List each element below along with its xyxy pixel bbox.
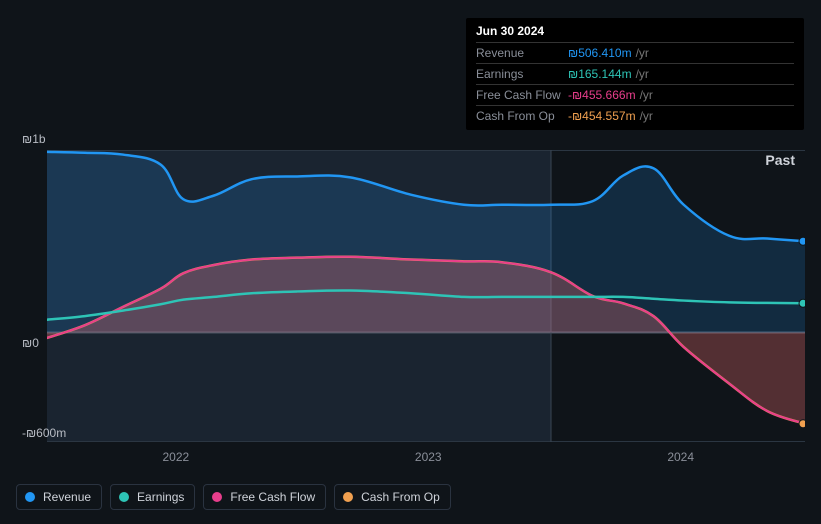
chart-canvas <box>47 150 805 442</box>
y-axis-label: -₪600m <box>22 426 66 440</box>
tooltip-label: Cash From Op <box>476 109 568 123</box>
tooltip-unit: /yr <box>640 109 653 123</box>
legend-label: Earnings <box>137 490 184 504</box>
legend-label: Revenue <box>43 490 91 504</box>
legend-item[interactable]: Revenue <box>16 484 102 510</box>
legend-dot <box>119 492 129 502</box>
legend-item[interactable]: Cash From Op <box>334 484 451 510</box>
x-axis-label: 2023 <box>415 450 442 464</box>
legend-label: Cash From Op <box>361 490 440 504</box>
past-region-label: Past <box>765 152 795 168</box>
tooltip-date: Jun 30 2024 <box>476 24 794 42</box>
legend-dot <box>343 492 353 502</box>
tooltip-unit: /yr <box>636 67 649 81</box>
tooltip-unit: /yr <box>636 46 649 60</box>
tooltip-value: -₪455.666m <box>568 88 636 102</box>
x-axis-label: 2024 <box>667 450 694 464</box>
series-end-marker <box>799 420 805 428</box>
tooltip-value: ₪165.144m <box>568 67 632 81</box>
legend-dot <box>212 492 222 502</box>
tooltip-label: Revenue <box>476 46 568 60</box>
tooltip-row: Revenue₪506.410m/yr <box>476 42 794 63</box>
chart-legend: Revenue Earnings Free Cash Flow Cash From O… <box>16 484 451 510</box>
x-axis-label: 2022 <box>163 450 190 464</box>
tooltip-row: Free Cash Flow-₪455.666m/yr <box>476 84 794 105</box>
chart-tooltip: Jun 30 2024 Revenue₪506.410m/yrEarnings₪… <box>466 18 804 130</box>
y-axis-label: ₪1b <box>22 132 46 146</box>
tooltip-value: ₪506.410m <box>568 46 632 60</box>
financials-chart: Past <box>47 150 805 442</box>
legend-label: Free Cash Flow <box>230 490 315 504</box>
series-end-marker <box>799 299 805 307</box>
tooltip-label: Free Cash Flow <box>476 88 568 102</box>
series-end-marker <box>799 237 805 245</box>
tooltip-label: Earnings <box>476 67 568 81</box>
y-axis-label: ₪0 <box>22 336 39 350</box>
legend-item[interactable]: Earnings <box>110 484 195 510</box>
tooltip-row: Cash From Op-₪454.557m/yr <box>476 105 794 126</box>
legend-dot <box>25 492 35 502</box>
tooltip-unit: /yr <box>640 88 653 102</box>
legend-item[interactable]: Free Cash Flow <box>203 484 326 510</box>
tooltip-value: -₪454.557m <box>568 109 636 123</box>
tooltip-row: Earnings₪165.144m/yr <box>476 63 794 84</box>
